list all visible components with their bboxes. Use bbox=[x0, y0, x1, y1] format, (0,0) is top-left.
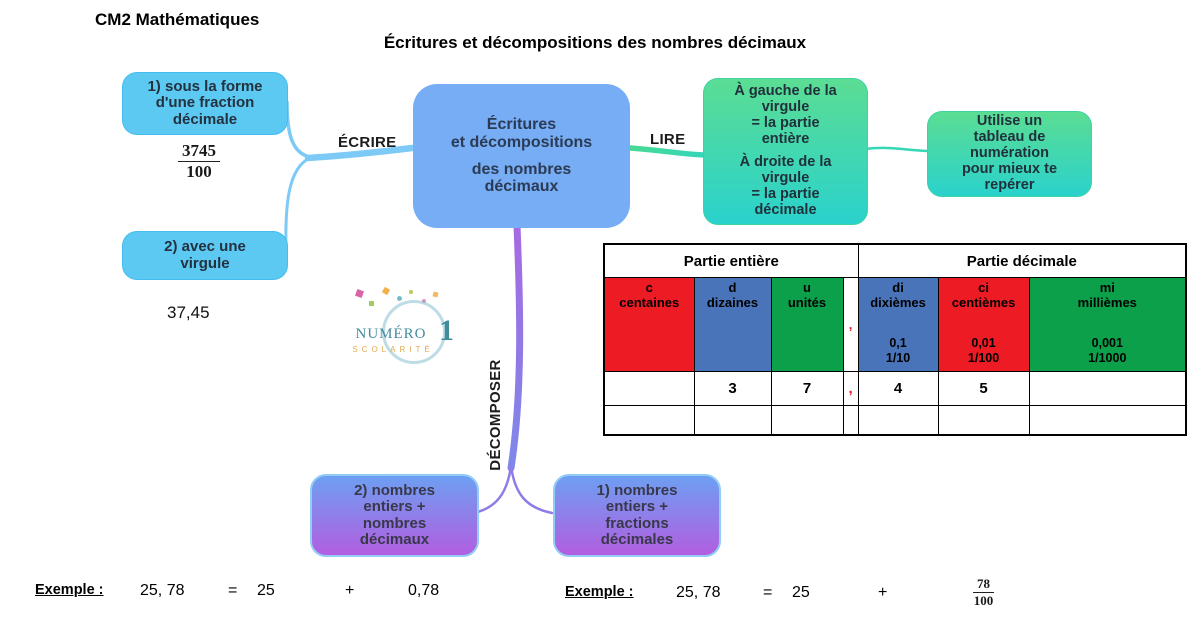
column-centaines: c centaines bbox=[603, 277, 695, 372]
place-value-table: Partie entière Partie décimale c centaine… bbox=[603, 243, 1188, 436]
example-right-fraction: 78 100 bbox=[973, 576, 994, 610]
write-branch-upper bbox=[285, 100, 312, 159]
confetti-dot bbox=[409, 290, 413, 294]
example-right-number: 25, 78 bbox=[676, 584, 721, 601]
digit-cell bbox=[1028, 371, 1187, 406]
central-topic-line1: Écritures et décompositions bbox=[450, 116, 593, 151]
example-left-plus: + bbox=[345, 582, 355, 599]
digit-cell bbox=[603, 371, 695, 406]
header-integer-part: Partie entière bbox=[603, 243, 859, 278]
example-left-whole: 25 bbox=[257, 582, 275, 599]
course-label: CM2 Mathématiques bbox=[95, 10, 260, 29]
example-fraction-numerator: 78 bbox=[973, 576, 994, 593]
write-branch-trunk bbox=[304, 144, 416, 162]
central-topic-line2: des nombres décimaux bbox=[471, 160, 572, 196]
example-right-label: Exemple : bbox=[565, 584, 634, 600]
table-digits-row: 3 7 , 4 5 bbox=[603, 371, 1187, 406]
example-right-plus: + bbox=[878, 584, 888, 601]
central-topic-node: Écritures et décompositions des nombres … bbox=[413, 84, 630, 228]
table-empty-row bbox=[603, 405, 1187, 436]
column-unites: u unités bbox=[770, 277, 844, 372]
decompose-branch-label: DÉCOMPOSER bbox=[487, 359, 504, 471]
decompose-option-fractions-box: 1) nombres entiers + fractions décimales bbox=[553, 474, 721, 557]
page-title: Écritures et décompositions des nombres … bbox=[383, 33, 807, 52]
fraction-numerator: 3745 bbox=[178, 141, 220, 162]
column-centiemes: ci centièmes 0,01 1/100 bbox=[937, 277, 1030, 372]
table-part-header-row: Partie entière Partie décimale bbox=[603, 243, 1187, 278]
numero1-scolarite-logo: Numéro 1 scolarité bbox=[338, 286, 458, 373]
digit-cell: 7 bbox=[770, 371, 844, 406]
logo-circle bbox=[382, 300, 446, 364]
write-option-fraction-box: 1) sous la forme d'une fraction décimale bbox=[122, 72, 288, 135]
read-tip-box: Utilise un tableau de numération pour mi… bbox=[927, 111, 1092, 197]
read-branch-extension bbox=[863, 146, 929, 153]
fraction-denominator: 100 bbox=[186, 162, 212, 181]
read-rule-left-of-comma: À gauche de la virgule = la partie entiè… bbox=[734, 83, 837, 148]
column-dizaines: d dizaines bbox=[693, 277, 772, 372]
table-column-header-row: c centaines d dizaines u unités , di dixième… bbox=[603, 277, 1187, 372]
example-left-label: Exemple : bbox=[35, 582, 104, 598]
example-left-number: 25, 78 bbox=[140, 582, 185, 599]
decimal-value-example: 37,45 bbox=[167, 303, 210, 322]
read-rule-box: À gauche de la virgule = la partie entiè… bbox=[703, 78, 868, 225]
confetti-dot bbox=[369, 301, 374, 306]
header-decimal-part: Partie décimale bbox=[857, 243, 1187, 278]
fraction-3745-100: 3745 100 bbox=[178, 141, 220, 182]
decompose-branch-right bbox=[509, 464, 554, 515]
decompose-branch-trunk bbox=[507, 222, 524, 472]
example-right-whole: 25 bbox=[792, 584, 810, 601]
read-branch-label: LIRE bbox=[650, 131, 686, 148]
digit-cell: 4 bbox=[857, 371, 939, 406]
write-branch-lower bbox=[284, 156, 312, 252]
digit-comma-cell: , bbox=[842, 371, 859, 406]
decompose-branch-left bbox=[472, 464, 513, 515]
read-branch-trunk bbox=[627, 145, 707, 158]
logo-number-one: 1 bbox=[439, 314, 454, 347]
column-milliemes: mi millièmes 0,001 1/1000 bbox=[1028, 277, 1187, 372]
example-left-decimal: 0,78 bbox=[408, 582, 440, 599]
write-option-comma-box: 2) avec une virgule bbox=[122, 231, 288, 280]
decompose-option-decimals-box: 2) nombres entiers + nombres décimaux bbox=[310, 474, 479, 557]
logo-wordmark: Numéro bbox=[355, 326, 427, 342]
read-rule-right-of-comma: À droite de la virgule = la partie décim… bbox=[739, 154, 832, 218]
confetti-dot bbox=[397, 296, 402, 301]
example-left-equals: = bbox=[228, 582, 238, 599]
column-comma: , bbox=[842, 277, 859, 372]
example-fraction-denominator: 100 bbox=[973, 593, 994, 608]
write-branch-label: ÉCRIRE bbox=[338, 134, 397, 151]
digit-cell: 5 bbox=[937, 371, 1030, 406]
example-right-equals: = bbox=[763, 584, 773, 601]
digit-cell: 3 bbox=[693, 371, 772, 406]
column-dixiemes: di dixièmes 0,1 1/10 bbox=[857, 277, 939, 372]
logo-subtitle: scolarité bbox=[352, 345, 434, 354]
